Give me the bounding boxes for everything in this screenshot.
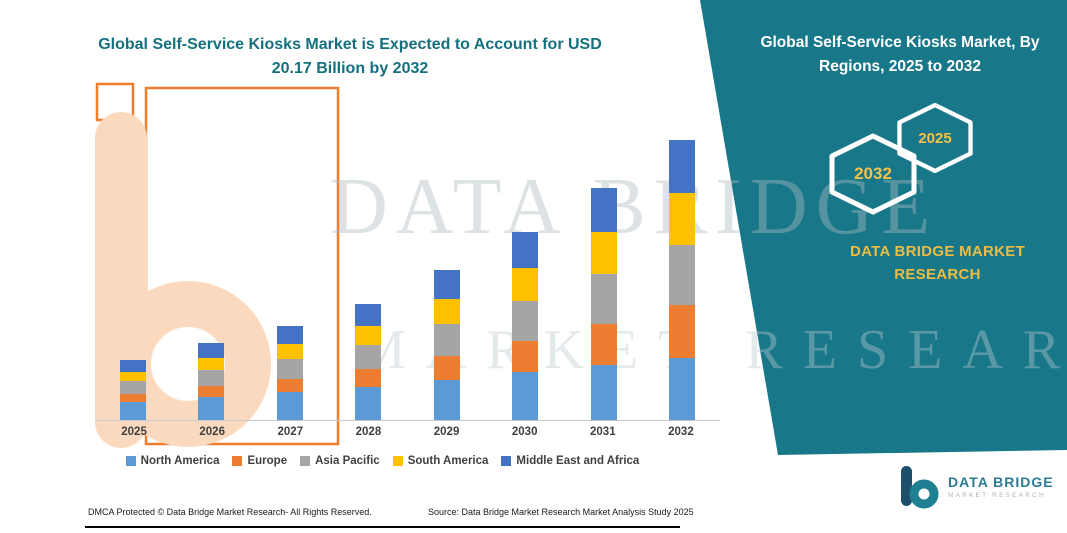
dbmr-logo-title: DATA BRIDGE: [948, 473, 1054, 490]
side-panel-title: Global Self-Service Kiosks Market, By Re…: [760, 34, 1040, 76]
legend-label: Middle East and Africa: [516, 455, 640, 467]
segment-asia-pacific: [512, 300, 539, 342]
segment-europe: [512, 341, 539, 373]
x-label-2029: 2029: [433, 426, 460, 438]
legend-item-europe: Europe: [232, 455, 287, 467]
hexagon-2025: 2025: [896, 102, 974, 174]
segment-north-america: [668, 357, 695, 420]
legend-swatch: [300, 456, 311, 466]
segment-south-america: [433, 298, 460, 325]
bar-2025: [120, 359, 146, 420]
dbmr-logo-text: DATA BRIDGE MARKET RESEARCH: [948, 474, 1054, 499]
hexagon-outline-icon: [829, 133, 917, 215]
watermark-line2: MARKET RESEARCH: [356, 319, 1067, 381]
legend-label: Europe: [247, 455, 288, 467]
legend-item-middle-east-and-africa: Middle East and Africa: [501, 455, 639, 467]
legend-swatch: [392, 456, 403, 466]
x-label-2027: 2027: [277, 426, 304, 438]
segment-middle-east-and-africa: [355, 303, 382, 326]
segment-south-america: [276, 343, 303, 360]
segment-north-america: [355, 386, 382, 420]
segment-asia-pacific: [590, 273, 617, 324]
dbmr-logo-subtitle: MARKET RESEARCH: [948, 491, 1046, 499]
legend-item-north-america: North America: [125, 455, 220, 467]
x-label-2026: 2026: [199, 426, 225, 438]
hexagon-2032-year: 2032: [854, 164, 892, 183]
segment-asia-pacific: [433, 324, 460, 357]
x-label-2025: 2025: [121, 426, 147, 438]
hexagon-2032: 2032: [828, 133, 918, 215]
bar-2029: [433, 269, 460, 420]
x-axis-labels: 2025 2026 2027 2028 2029 2030 2031 2032: [95, 426, 720, 438]
hexagon-2025-year: 2025: [918, 129, 952, 147]
segment-europe: [198, 386, 225, 398]
bar-2026: [198, 343, 225, 420]
segment-europe: [590, 323, 617, 365]
side-panel-brand-text: DATA BRIDGE MARKET RESEARCH: [849, 243, 1026, 284]
segment-south-america: [120, 371, 146, 382]
x-label-2030: 2030: [511, 426, 538, 438]
dbmr-b-logo-icon: [901, 466, 939, 509]
x-label-2032: 2032: [668, 426, 694, 438]
chart-title: Global Self-Service Kiosks Market is Exp…: [98, 36, 602, 77]
segment-north-america: [590, 364, 617, 420]
segment-south-america: [668, 192, 695, 246]
segment-middle-east-and-africa: [276, 325, 303, 344]
segment-middle-east-and-africa: [120, 359, 146, 372]
hexagon-outline-icon: [897, 102, 973, 174]
segment-asia-pacific: [668, 245, 695, 305]
segment-south-america: [512, 268, 539, 301]
segment-north-america: [198, 397, 225, 420]
bar-2030: [512, 232, 539, 420]
legend: North America Europe Asia Pacific South Ame…: [85, 455, 680, 467]
segment-middle-east-and-africa: [512, 232, 539, 269]
segment-south-america: [590, 232, 617, 274]
segment-north-america: [433, 379, 460, 420]
x-label-2028: 2028: [355, 426, 382, 438]
segment-south-america: [355, 325, 382, 346]
legend-item-asia-pacific: Asia Pacific: [300, 455, 380, 467]
segment-north-america: [512, 372, 539, 420]
segment-asia-pacific: [276, 359, 303, 379]
footer-source-text: Source: Data Bridge Market Research Mark…: [428, 507, 694, 517]
segment-europe: [433, 356, 460, 380]
segment-south-america: [198, 357, 225, 371]
legend-swatch: [232, 456, 243, 466]
plot-area: [95, 115, 720, 421]
legend-label: South America: [407, 455, 489, 467]
segment-middle-east-and-africa: [590, 188, 617, 233]
legend-label: Asia Pacific: [315, 455, 380, 467]
segment-north-america: [120, 402, 146, 420]
segment-middle-east-and-africa: [668, 140, 695, 193]
legend-swatch: [125, 456, 136, 466]
segment-europe: [276, 378, 303, 393]
segment-asia-pacific: [120, 381, 146, 394]
bar-2032: [668, 140, 695, 420]
segment-asia-pacific: [355, 345, 382, 370]
x-label-2031: 2031: [590, 426, 616, 438]
footer-dmca-text: DMCA Protected © Data Bridge Market Rese…: [88, 507, 372, 517]
bar-2027: [276, 325, 303, 420]
footer-divider-line: [85, 526, 680, 528]
legend-label: North America: [140, 455, 220, 467]
segment-middle-east-and-africa: [433, 269, 460, 299]
teal-side-panel-shape: [700, 0, 1067, 455]
segment-europe: [120, 393, 146, 402]
bar-2028: [355, 303, 382, 420]
segment-north-america: [276, 392, 303, 420]
legend-swatch: [501, 456, 512, 466]
segment-middle-east-and-africa: [198, 343, 225, 358]
dbmr-logo: DATA BRIDGE MARKET RESEARCH: [898, 463, 1054, 509]
segment-europe: [668, 304, 695, 358]
legend-item-south-america: South America: [392, 455, 489, 467]
bar-2031: [590, 188, 617, 420]
segment-asia-pacific: [198, 370, 225, 387]
segment-europe: [355, 369, 382, 387]
